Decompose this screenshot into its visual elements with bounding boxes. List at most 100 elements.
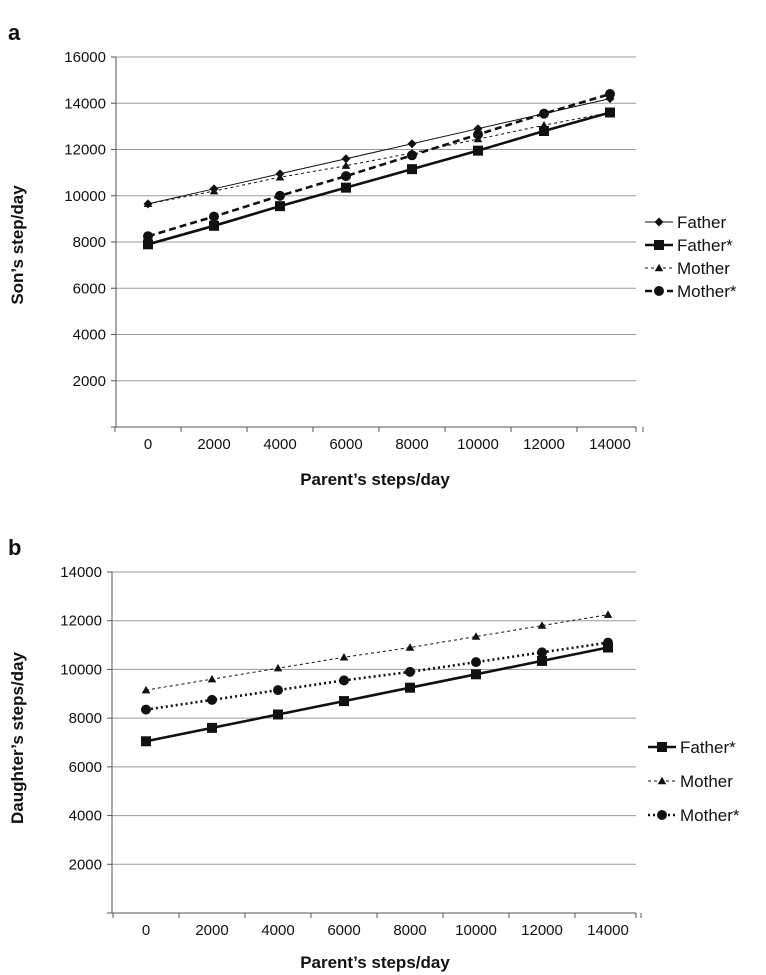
chart-panel-b: b 2000 4000 6000 8000 10000 12000 14000 0 2000 4… bbox=[8, 535, 740, 972]
data-point-mother-adjusted bbox=[603, 637, 613, 648]
axes-a bbox=[111, 57, 644, 432]
x-tick-label: 10000 bbox=[455, 922, 497, 939]
y-tick-label: 8000 bbox=[73, 234, 106, 251]
x-tick-label: 4000 bbox=[263, 436, 296, 453]
y-tick-label: 12000 bbox=[64, 142, 106, 159]
data-point-father-adjusted bbox=[141, 736, 151, 747]
data-point-mother-adjusted bbox=[141, 704, 151, 715]
legend-label: Mother bbox=[680, 772, 733, 791]
y-axis-title-b: Daughter’s steps/day bbox=[8, 651, 27, 823]
legend-label: Mother* bbox=[680, 806, 740, 825]
y-tick-label: 2000 bbox=[69, 856, 102, 873]
x-tick-label: 14000 bbox=[589, 436, 631, 453]
legend-item-father-adjusted: Father* bbox=[645, 236, 733, 255]
x-axis-title-a: Parent’s steps/day bbox=[300, 470, 450, 489]
legend-b: Father* Mother Mother* bbox=[648, 738, 740, 825]
data-point-father-adjusted bbox=[339, 696, 349, 707]
data-point-mother bbox=[537, 621, 547, 629]
data-point-father-adjusted bbox=[471, 669, 481, 680]
series-line-father-adjusted bbox=[145, 646, 609, 743]
legend-swatch-marker bbox=[654, 263, 664, 272]
x-axis-title-b: Parent’s steps/day bbox=[300, 953, 450, 972]
axes-b bbox=[107, 572, 642, 918]
data-point-mother-adjusted bbox=[341, 171, 351, 182]
data-point-father-adjusted bbox=[143, 239, 153, 250]
x-tick-label: 0 bbox=[142, 922, 150, 939]
data-point-mother-adjusted bbox=[339, 675, 349, 686]
x-tick-label: 10000 bbox=[457, 436, 499, 453]
y-tick-label: 14000 bbox=[64, 95, 106, 112]
x-tick-label: 0 bbox=[144, 436, 152, 453]
chart-panel-a: a 2000 4000 6000 8000 10000 12000 14000 16000 0… bbox=[8, 20, 737, 489]
data-point-mother-adjusted bbox=[473, 129, 483, 140]
data-point-father-adjusted bbox=[537, 655, 547, 666]
data-point-mother-adjusted bbox=[405, 666, 415, 677]
x-tick-label: 4000 bbox=[261, 922, 294, 939]
data-point-mother bbox=[339, 652, 349, 661]
legend-label: Mother bbox=[677, 259, 730, 278]
series-line-father-adjusted bbox=[147, 111, 611, 246]
data-point-mother-adjusted bbox=[209, 211, 219, 222]
data-point-mother bbox=[143, 199, 153, 208]
series-line-mother bbox=[145, 614, 609, 691]
data-point-mother-adjusted bbox=[605, 89, 615, 99]
data-point-mother bbox=[141, 685, 151, 694]
series-mother bbox=[141, 610, 613, 694]
legend-swatch-marker bbox=[657, 776, 667, 785]
gridlines-b bbox=[107, 571, 636, 865]
data-point-mother-adjusted bbox=[207, 694, 217, 705]
y-tick-labels-a: 2000 4000 6000 8000 10000 12000 14000 16000 bbox=[64, 49, 106, 390]
y-tick-labels-b: 2000 4000 6000 8000 10000 12000 14000 bbox=[60, 564, 102, 873]
legend-item-mother-adjusted: Mother* bbox=[645, 282, 737, 301]
x-tick-label: 8000 bbox=[395, 436, 428, 453]
data-point-father-adjusted bbox=[405, 682, 415, 693]
data-point-mother-adjusted bbox=[273, 685, 283, 696]
legend-item-father-adjusted: Father* bbox=[648, 738, 736, 757]
x-tick-labels-b: 0 2000 4000 6000 8000 10000 12000 14000 bbox=[142, 922, 629, 939]
data-point-mother-adjusted bbox=[143, 231, 153, 242]
legend-item-mother: Mother bbox=[645, 259, 730, 278]
data-point-mother bbox=[275, 172, 285, 181]
data-point-father-adjusted bbox=[275, 201, 285, 212]
series-line-mother-adjusted bbox=[147, 92, 611, 238]
data-point-mother bbox=[207, 674, 217, 683]
legend-label: Father* bbox=[677, 236, 733, 255]
y-tick-label: 6000 bbox=[73, 280, 106, 297]
series-mother-adjusted bbox=[143, 89, 615, 242]
data-point-mother bbox=[273, 663, 283, 672]
y-tick-label: 10000 bbox=[60, 661, 102, 678]
y-tick-label: 8000 bbox=[69, 710, 102, 727]
y-axis-title-a: Son’s step/day bbox=[8, 185, 27, 305]
data-point-mother-adjusted bbox=[539, 108, 549, 119]
gridlines-a bbox=[111, 56, 636, 382]
x-tick-label: 8000 bbox=[393, 922, 426, 939]
x-tick-label: 2000 bbox=[197, 436, 230, 453]
legend-a: Father Father* Mother Mother* bbox=[645, 213, 737, 301]
data-point-mother-adjusted bbox=[537, 647, 547, 658]
x-tick-label: 14000 bbox=[587, 922, 629, 939]
data-point-mother-adjusted bbox=[407, 150, 417, 161]
x-tick-label: 6000 bbox=[327, 922, 360, 939]
series-father-adjusted bbox=[141, 642, 613, 747]
x-tick-label: 2000 bbox=[195, 922, 228, 939]
data-point-mother bbox=[341, 161, 351, 169]
legend-label: Mother* bbox=[677, 282, 737, 301]
series-mother bbox=[143, 108, 615, 208]
data-point-father-adjusted bbox=[473, 145, 483, 156]
data-point-mother bbox=[209, 186, 219, 195]
x-tick-label: 6000 bbox=[329, 436, 362, 453]
y-tick-label: 14000 bbox=[60, 564, 102, 581]
y-tick-label: 2000 bbox=[73, 373, 106, 390]
series-a bbox=[143, 89, 615, 250]
data-point-mother-adjusted bbox=[275, 190, 285, 201]
legend-label: Father* bbox=[680, 738, 736, 757]
series-mother-adjusted bbox=[141, 637, 613, 715]
legend-swatch-marker bbox=[657, 742, 667, 752]
x-tick-label: 12000 bbox=[523, 436, 565, 453]
legend-item-mother: Mother bbox=[648, 772, 733, 791]
data-point-father-adjusted bbox=[207, 722, 217, 733]
data-point-mother bbox=[471, 632, 481, 640]
data-point-father-adjusted bbox=[407, 164, 417, 175]
data-point-father-adjusted bbox=[341, 182, 351, 193]
